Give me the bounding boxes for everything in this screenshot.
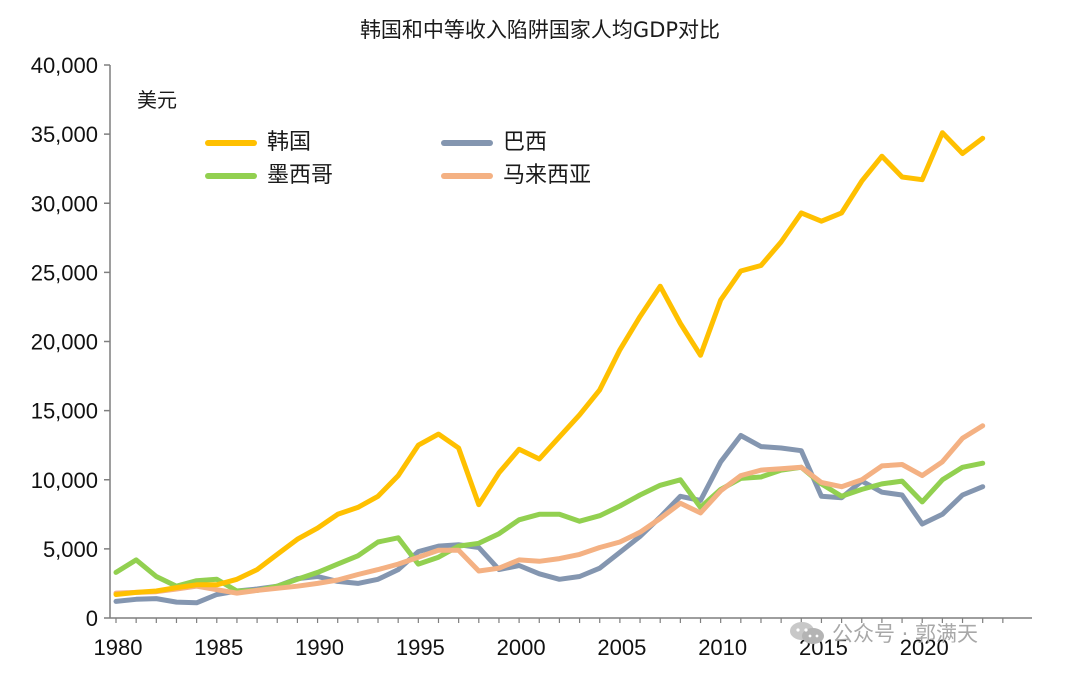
legend-swatch-korea	[205, 140, 257, 146]
x-tick-label: 1985	[194, 635, 243, 660]
x-tick-label: 2005	[597, 635, 646, 660]
y-tick-label: 30,000	[31, 191, 98, 216]
chart-ticks: 0 5,000 10,000 15,000 20,000 25,000 30,000 35,0…	[31, 53, 1004, 660]
chart-lines	[113, 130, 986, 606]
x-tick-label: 2020	[900, 635, 949, 660]
x-tick-label: 2000	[497, 635, 546, 660]
y-tick-label: 0	[86, 606, 98, 631]
y-tick-label: 35,000	[31, 122, 98, 147]
series-line-malaysia	[113, 423, 986, 596]
legend-swatch-brazil	[441, 140, 493, 146]
legend-label-malaysia: 马来西亚	[503, 163, 592, 188]
x-tick-label: 1980	[94, 635, 143, 660]
legend-label-brazil: 巴西	[503, 130, 548, 155]
legend-swatch-malaysia	[441, 173, 493, 179]
wechat-icon	[790, 622, 824, 644]
chart-title: 韩国和中等收入陷阱国家人均GDP对比	[359, 18, 721, 42]
watermark: 公众号 · 郭满天	[788, 618, 978, 648]
x-tick-label: 1990	[295, 635, 344, 660]
y-tick-label: 25,000	[31, 260, 98, 285]
x-tick-label: 2010	[698, 635, 747, 660]
y-tick-label: 10,000	[31, 468, 98, 493]
chart-axes	[109, 65, 1032, 619]
y-tick-label: 15,000	[31, 399, 98, 424]
y-tick-label: 5,000	[43, 537, 98, 562]
y-axis-unit-label: 美元	[137, 88, 177, 112]
series-line-brazil	[113, 433, 986, 606]
x-tick-label: 1995	[396, 635, 445, 660]
legend-swatch-mexico	[205, 173, 257, 179]
legend-label-mexico: 墨西哥	[267, 163, 334, 188]
watermark-text: 公众号 · 郭满天	[832, 622, 979, 646]
series-line-korea	[113, 130, 986, 597]
legend-label-korea: 韩国	[267, 130, 312, 155]
y-tick-label: 20,000	[31, 330, 98, 355]
y-tick-label: 40,000	[31, 53, 98, 78]
